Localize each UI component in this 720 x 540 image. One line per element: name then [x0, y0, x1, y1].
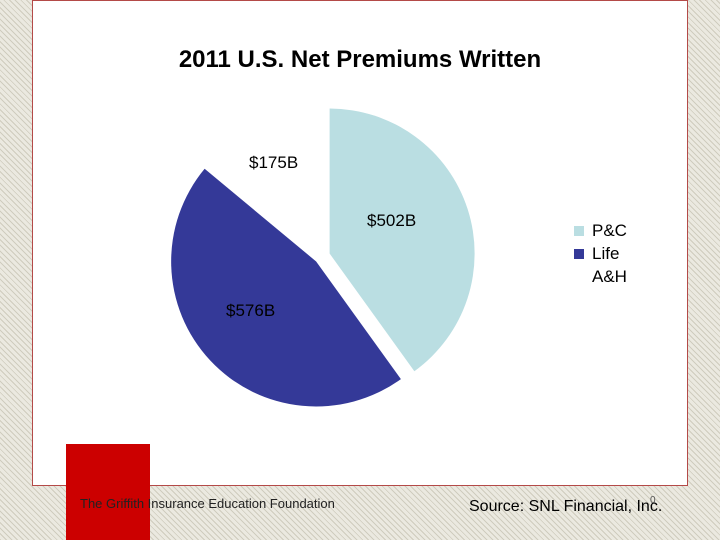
slice-label-ah: $175B [249, 153, 299, 172]
legend-item-ah: A&H [574, 265, 627, 288]
legend-item-pc: P&C [574, 219, 627, 242]
legend-swatch-ah [574, 272, 584, 282]
slice-ah [207, 103, 319, 249]
slice-pc [329, 108, 475, 372]
legend-swatch-pc [574, 225, 584, 236]
footer-organization: The Griffith Insurance Education Foundat… [80, 496, 335, 511]
legend-swatch-life [574, 248, 584, 259]
chart-title: 2011 U.S. Net Premiums Written [178, 46, 542, 73]
legend-label-pc: P&C [592, 220, 627, 240]
slice-label-pc: $502B [367, 211, 417, 230]
slice-label-life: $576B [226, 301, 276, 320]
legend-label-ah: A&H [592, 266, 627, 286]
chart-legend: P&C Life A&H [574, 219, 627, 288]
brand-red-block [66, 444, 150, 540]
page-number: 0 [650, 495, 656, 506]
footer-source: Source: SNL Financial, Inc. [469, 498, 663, 515]
slice-life [171, 168, 401, 407]
legend-item-life: Life [574, 242, 627, 265]
legend-label-life: Life [592, 243, 620, 263]
